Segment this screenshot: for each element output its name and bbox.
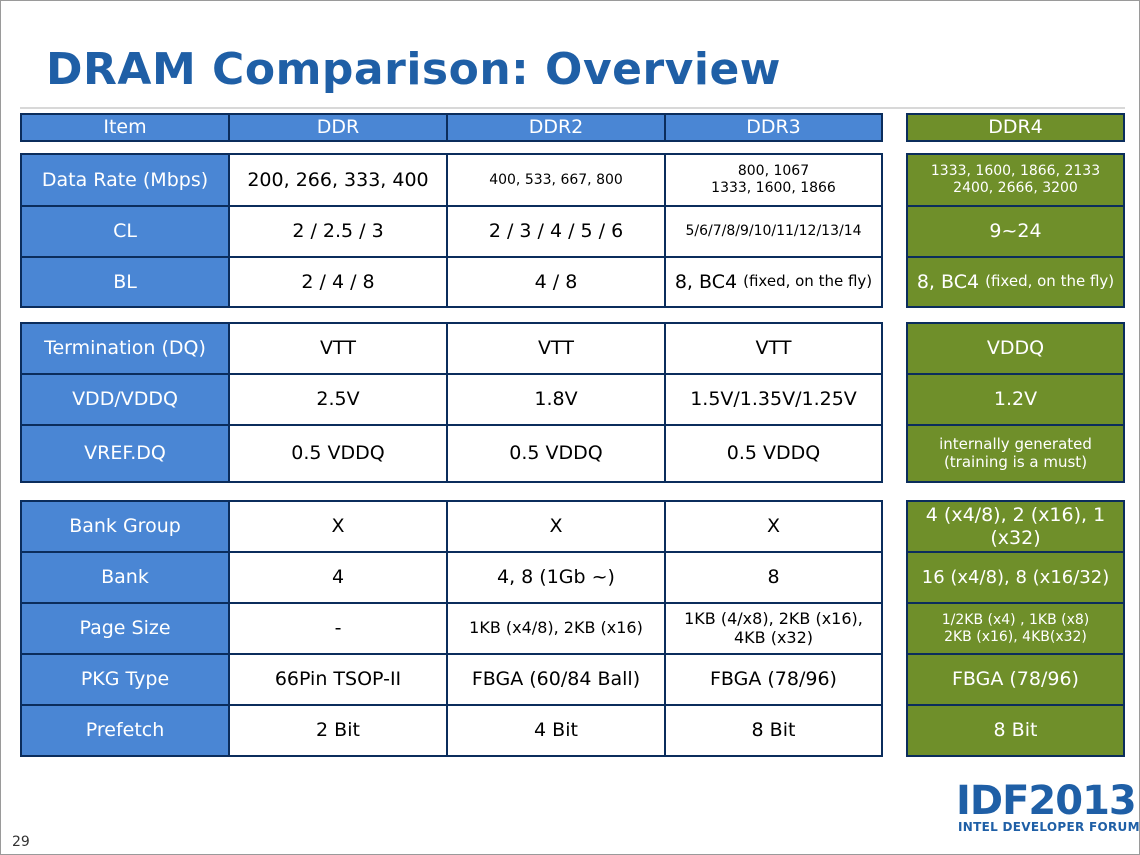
cell-ddr4-bl-note: (fixed, on the fly) bbox=[985, 272, 1115, 291]
row-label-vref: VREF.DQ bbox=[20, 424, 230, 483]
header-ddr3: DDR3 bbox=[664, 113, 883, 142]
cell-ddr-page-size: - bbox=[228, 602, 448, 655]
header-ddr: DDR bbox=[228, 113, 448, 142]
cell-ddr2-page-size: 1KB (x4/8), 2KB (x16) bbox=[446, 602, 666, 655]
cell-ddr3-data-rate-line2: 1333, 1600, 1866 bbox=[711, 180, 836, 196]
cell-ddr4-prefetch: 8 Bit bbox=[906, 704, 1125, 757]
cell-ddr4-data-rate: 1333, 1600, 1866, 2133 2400, 2666, 3200 bbox=[906, 153, 1125, 207]
cell-ddr4-pkg-type: FBGA (78/96) bbox=[906, 653, 1125, 706]
title-divider bbox=[20, 107, 1125, 109]
cell-ddr4-page-size-line2: 2KB (x16), 4KB(x32) bbox=[944, 628, 1087, 645]
cell-ddr-vref: 0.5 VDDQ bbox=[228, 424, 448, 483]
cell-ddr-data-rate: 200, 266, 333, 400 bbox=[228, 153, 448, 207]
cell-ddr2-cl: 2 / 3 / 4 / 5 / 6 bbox=[446, 205, 666, 258]
cell-ddr3-cl: 5/6/7/8/9/10/11/12/13/14 bbox=[664, 205, 883, 258]
cell-ddr4-vref: internally generated (training is a must… bbox=[906, 424, 1125, 483]
page-number: 29 bbox=[12, 834, 30, 850]
cell-ddr2-bl: 4 / 8 bbox=[446, 256, 666, 308]
row-label-termination: Termination (DQ) bbox=[20, 322, 230, 375]
cell-ddr4-bank: 16 (x4/8), 8 (x16/32) bbox=[906, 551, 1125, 604]
cell-ddr2-bank: 4, 8 (1Gb ~) bbox=[446, 551, 666, 604]
header-ddr4: DDR4 bbox=[906, 113, 1125, 142]
cell-ddr2-pkg-type: FBGA (60/84 Ball) bbox=[446, 653, 666, 706]
cell-ddr4-vref-line2: (training is a must) bbox=[943, 452, 1088, 471]
header-ddr2: DDR2 bbox=[446, 113, 666, 142]
row-label-bl: BL bbox=[20, 256, 230, 308]
row-label-page-size: Page Size bbox=[20, 602, 230, 655]
cell-ddr3-data-rate-line1: 800, 1067 bbox=[737, 163, 810, 180]
cell-ddr2-vref: 0.5 VDDQ bbox=[446, 424, 666, 483]
cell-ddr3-vdd: 1.5V/1.35V/1.25V bbox=[664, 373, 883, 426]
cell-ddr3-bank-group: X bbox=[664, 500, 883, 553]
cell-ddr3-bl-note: (fixed, on the fly) bbox=[743, 272, 873, 291]
cell-ddr-bank: 4 bbox=[228, 551, 448, 604]
cell-ddr4-data-rate-line1: 1333, 1600, 1866, 2133 bbox=[930, 163, 1101, 180]
cell-ddr4-bank-group: 4 (x4/8), 2 (x16), 1 (x32) bbox=[906, 500, 1125, 553]
cell-ddr3-page-size: 1KB (4/x8), 2KB (x16), 4KB (x32) bbox=[664, 602, 883, 655]
cell-ddr4-data-rate-line2: 2400, 2666, 3200 bbox=[953, 180, 1078, 196]
cell-ddr3-data-rate: 800, 1067 1333, 1600, 1866 bbox=[664, 153, 883, 207]
cell-ddr4-bl-main: 8, BC4 bbox=[916, 270, 980, 293]
cell-ddr2-data-rate: 400, 533, 667, 800 bbox=[446, 153, 666, 207]
cell-ddr3-prefetch: 8 Bit bbox=[664, 704, 883, 757]
cell-ddr3-bl-main: 8, BC4 bbox=[674, 270, 738, 293]
idf2013-logo: IDF2013 bbox=[956, 778, 1137, 824]
row-label-bank-group: Bank Group bbox=[20, 500, 230, 553]
cell-ddr2-termination: VTT bbox=[446, 322, 666, 375]
cell-ddr2-bank-group: X bbox=[446, 500, 666, 553]
cell-ddr4-bl: 8, BC4 (fixed, on the fly) bbox=[906, 256, 1125, 308]
cell-ddr-cl: 2 / 2.5 / 3 bbox=[228, 205, 448, 258]
cell-ddr-prefetch: 2 Bit bbox=[228, 704, 448, 757]
cell-ddr4-cl: 9~24 bbox=[906, 205, 1125, 258]
header-item: Item bbox=[20, 113, 230, 142]
cell-ddr-termination: VTT bbox=[228, 322, 448, 375]
cell-ddr3-vref: 0.5 VDDQ bbox=[664, 424, 883, 483]
row-label-vdd: VDD/VDDQ bbox=[20, 373, 230, 426]
cell-ddr3-termination: VTT bbox=[664, 322, 883, 375]
cell-ddr4-page-size: 1/2KB (x4) , 1KB (x8) 2KB (x16), 4KB(x32… bbox=[906, 602, 1125, 655]
slide-title: DRAM Comparison: Overview bbox=[46, 44, 781, 95]
cell-ddr4-termination: VDDQ bbox=[906, 322, 1125, 375]
row-label-bank: Bank bbox=[20, 551, 230, 604]
cell-ddr4-vref-line1: internally generated bbox=[939, 434, 1092, 453]
cell-ddr2-prefetch: 4 Bit bbox=[446, 704, 666, 757]
cell-ddr2-vdd: 1.8V bbox=[446, 373, 666, 426]
cell-ddr4-page-size-line1: 1/2KB (x4) , 1KB (x8) bbox=[941, 611, 1090, 628]
cell-ddr-bl: 2 / 4 / 8 bbox=[228, 256, 448, 308]
row-label-prefetch: Prefetch bbox=[20, 704, 230, 757]
idf-logo-subtitle: INTEL DEVELOPER FORUM bbox=[958, 820, 1140, 834]
row-label-data-rate: Data Rate (Mbps) bbox=[20, 153, 230, 207]
cell-ddr-pkg-type: 66Pin TSOP-II bbox=[228, 653, 448, 706]
row-label-pkg-type: PKG Type bbox=[20, 653, 230, 706]
cell-ddr3-bl: 8, BC4 (fixed, on the fly) bbox=[664, 256, 883, 308]
cell-ddr-vdd: 2.5V bbox=[228, 373, 448, 426]
cell-ddr4-vdd: 1.2V bbox=[906, 373, 1125, 426]
row-label-cl: CL bbox=[20, 205, 230, 258]
cell-ddr3-bank: 8 bbox=[664, 551, 883, 604]
cell-ddr-bank-group: X bbox=[228, 500, 448, 553]
cell-ddr3-pkg-type: FBGA (78/96) bbox=[664, 653, 883, 706]
